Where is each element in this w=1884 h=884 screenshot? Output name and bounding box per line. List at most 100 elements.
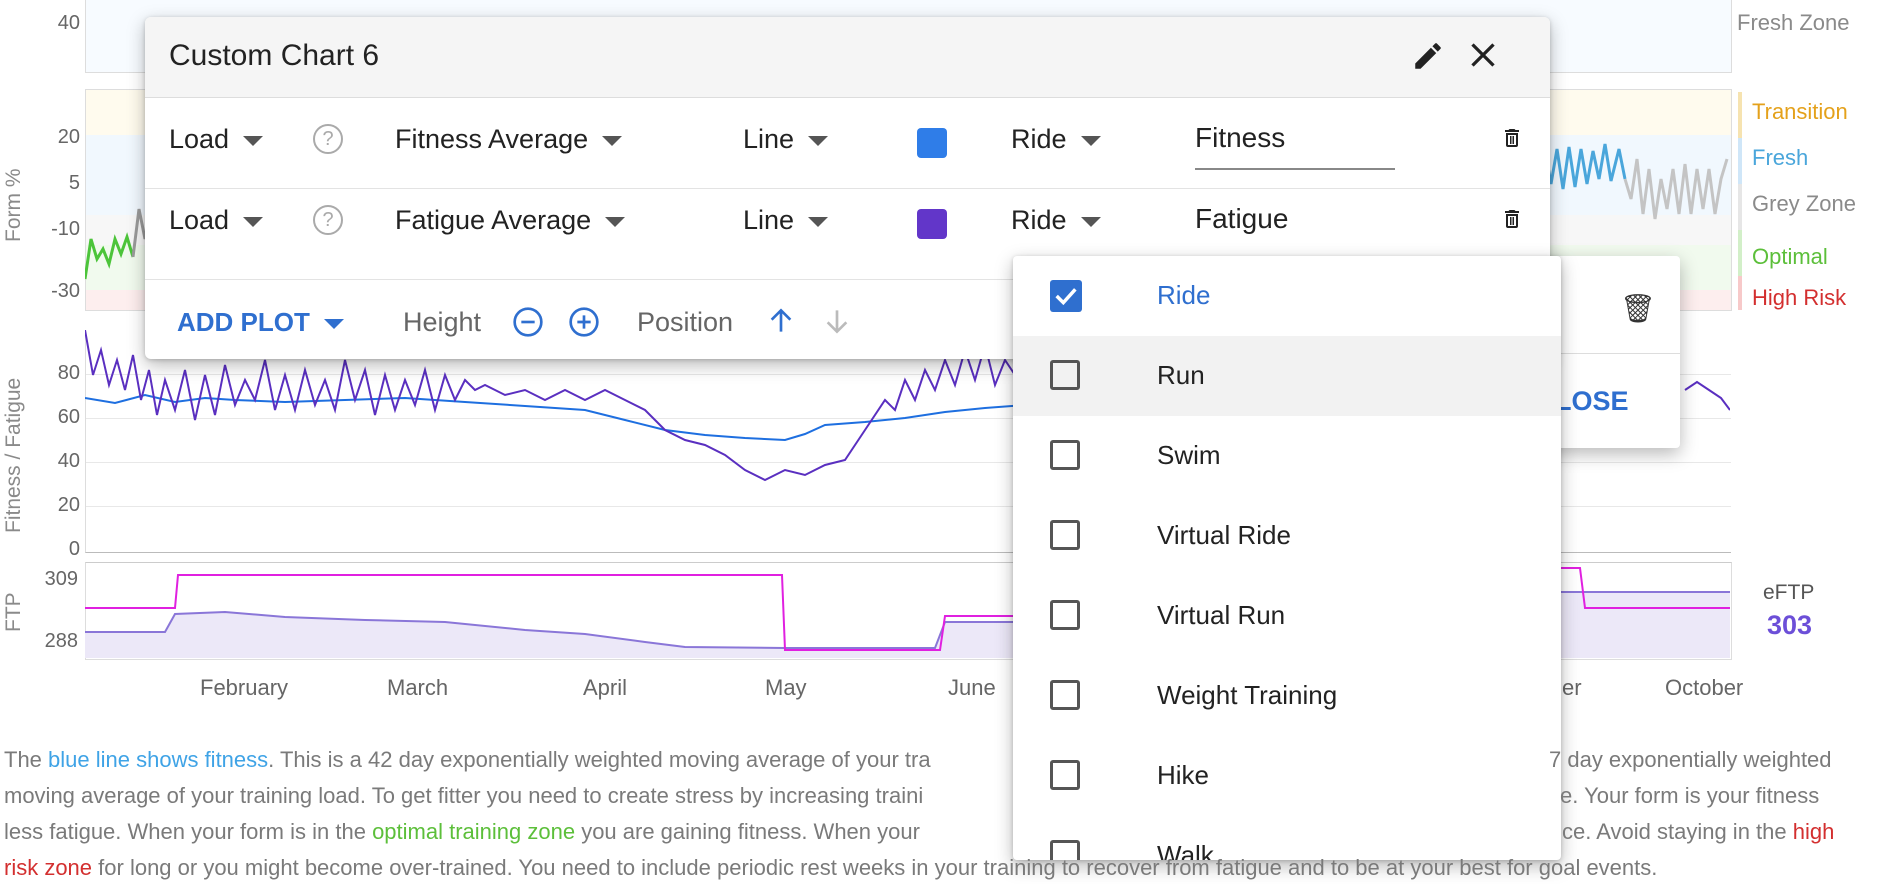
month-label: February xyxy=(200,675,289,700)
ftp-lines xyxy=(85,567,1730,658)
sport-dropdown-menu: Ride Run Swim Virtual Ride Virtual Run W… xyxy=(1013,256,1561,860)
form-tick: 20 xyxy=(57,126,80,148)
close-button[interactable]: LOSE xyxy=(1555,386,1629,416)
source-select[interactable]: Load xyxy=(169,124,264,155)
caret-down-icon xyxy=(243,135,264,146)
high-risk-highlight: risk zone xyxy=(4,855,93,880)
caret-down-icon xyxy=(243,216,264,227)
delete-plot-icon[interactable] xyxy=(1500,205,1524,238)
caret-down-icon xyxy=(808,216,829,227)
optimal-zone-highlight: optimal training zone xyxy=(372,819,576,844)
eftp-value: 303 xyxy=(1767,610,1813,640)
background-popup: 🗑 LOSE xyxy=(1540,256,1680,448)
zone-grey: Grey Zone xyxy=(1752,191,1856,216)
zone-optimal: Optimal xyxy=(1752,244,1828,269)
color-swatch[interactable] xyxy=(917,128,947,158)
fitness-tick: 80 xyxy=(57,362,80,384)
sport-option[interactable]: Walk xyxy=(1013,816,1561,860)
checkbox-icon[interactable] xyxy=(1050,440,1080,470)
caret-down-icon xyxy=(602,135,623,146)
trash-icon[interactable]: 🗑 xyxy=(1620,293,1656,324)
sport-select[interactable]: Ride xyxy=(1011,205,1101,236)
sport-option-label: Virtual Run xyxy=(1157,600,1286,630)
caret-down-icon xyxy=(1080,216,1101,227)
fitness-tick: 60 xyxy=(57,406,80,428)
decrease-height-icon[interactable] xyxy=(512,306,544,343)
add-plot-button[interactable]: ADD PLOT xyxy=(177,307,344,338)
form-tick: -10 xyxy=(51,218,80,240)
sport-option[interactable]: Swim xyxy=(1013,416,1561,496)
field-select[interactable]: Fitness Average xyxy=(395,124,623,155)
month-label: May xyxy=(765,675,807,700)
plot-row: Load ? Fatigue Average Line Ride Fatigue xyxy=(145,189,1550,279)
zone-fresh: Fresh xyxy=(1752,145,1809,170)
sport-option-label: Ride xyxy=(1157,280,1211,310)
sport-option[interactable]: Virtual Run xyxy=(1013,576,1561,656)
fitness-fatigue-lines xyxy=(85,330,1730,482)
type-select[interactable]: Line xyxy=(743,124,829,155)
sport-option[interactable]: Ride xyxy=(1013,256,1561,336)
dialog-header: Custom Chart 6 xyxy=(145,17,1550,98)
sport-option[interactable]: Hike xyxy=(1013,736,1561,816)
pencil-icon[interactable] xyxy=(1411,39,1445,73)
caret-down-icon xyxy=(808,135,829,146)
type-select[interactable]: Line xyxy=(743,205,829,236)
field-select[interactable]: Fatigue Average xyxy=(395,205,626,236)
sport-option[interactable]: Weight Training xyxy=(1013,656,1561,736)
fitness-tick: 20 xyxy=(57,494,80,516)
sport-option[interactable]: Run xyxy=(1013,336,1561,416)
increase-height-icon[interactable] xyxy=(568,306,600,343)
fitness-highlight: blue line shows fitness xyxy=(48,747,269,772)
checkbox-icon[interactable] xyxy=(1050,680,1080,710)
plot-title-input[interactable]: Fatigue xyxy=(1195,203,1289,234)
delete-plot-icon[interactable] xyxy=(1500,124,1524,157)
sport-option[interactable]: Virtual Ride xyxy=(1013,496,1561,576)
move-up-icon[interactable] xyxy=(765,305,797,342)
checkbox-icon[interactable] xyxy=(1050,840,1080,860)
fitness-tick: 40 xyxy=(57,450,80,472)
color-swatch[interactable] xyxy=(917,209,947,239)
month-label: March xyxy=(387,675,449,700)
checkbox-icon[interactable] xyxy=(1050,520,1080,550)
form-tick: 5 xyxy=(68,172,80,194)
sport-option-label: Swim xyxy=(1157,440,1221,470)
sport-select[interactable]: Ride xyxy=(1011,124,1101,155)
checkbox-icon[interactable] xyxy=(1050,760,1080,790)
top-tick: 40 xyxy=(57,12,80,34)
sport-option-label: Walk xyxy=(1157,840,1214,860)
plot-row: Load ? Fitness Average Line Ride Fitness xyxy=(145,98,1550,189)
zone-transition: Transition xyxy=(1752,99,1848,124)
eftp-label: eFTP xyxy=(1763,581,1815,604)
source-select[interactable]: Load xyxy=(169,205,264,236)
checkbox-checked-icon[interactable] xyxy=(1050,280,1082,312)
caret-down-icon xyxy=(323,319,344,330)
month-label: October xyxy=(1665,675,1744,700)
move-down-icon[interactable] xyxy=(821,305,853,342)
month-label: June xyxy=(948,675,996,700)
checkbox-icon[interactable] xyxy=(1050,360,1080,390)
zone-high-risk: High Risk xyxy=(1752,285,1847,310)
sport-option-label: Run xyxy=(1157,360,1205,390)
fresh-zone-label: Fresh Zone xyxy=(1737,10,1850,35)
sport-option-label: Weight Training xyxy=(1157,680,1338,710)
form-tick: -30 xyxy=(51,280,80,302)
height-label: Height xyxy=(403,307,482,337)
help-icon[interactable]: ? xyxy=(313,205,343,235)
close-icon[interactable] xyxy=(1465,37,1501,73)
dialog-title: Custom Chart 6 xyxy=(169,39,380,72)
position-label: Position xyxy=(637,307,734,337)
fitness-tick: 0 xyxy=(68,538,80,560)
month-label: er xyxy=(1562,675,1582,700)
fitness-panel xyxy=(85,330,1731,553)
ftp-tick: 288 xyxy=(44,630,78,652)
caret-down-icon xyxy=(1080,135,1101,146)
month-label: April xyxy=(583,675,628,700)
sport-option-label: Virtual Ride xyxy=(1157,520,1291,550)
ftp-tick: 309 xyxy=(44,568,78,590)
help-icon[interactable]: ? xyxy=(313,124,343,154)
plot-title-input[interactable]: Fitness xyxy=(1195,122,1286,153)
checkbox-icon[interactable] xyxy=(1050,600,1080,630)
ftp-panel xyxy=(85,562,1732,660)
ftp-axis-title: FTP xyxy=(2,592,25,632)
caret-down-icon xyxy=(605,216,626,227)
